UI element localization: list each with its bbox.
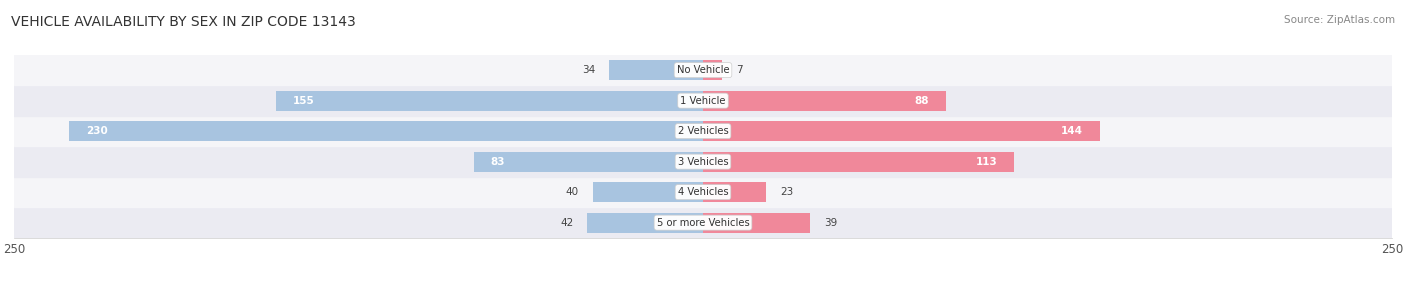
Bar [69,121,703,141]
Bar [14,146,1392,177]
Text: 83: 83 [491,157,505,167]
Bar [474,152,703,171]
Bar [14,55,1392,85]
Bar [703,60,723,80]
Text: 23: 23 [780,187,793,197]
Bar [703,213,810,232]
Bar [609,60,703,80]
Text: 42: 42 [560,218,574,228]
Text: 88: 88 [914,96,929,106]
Bar [703,121,1099,141]
Text: 40: 40 [565,187,579,197]
Bar [14,177,1392,207]
Bar [703,91,945,111]
Bar [588,213,703,232]
Text: 1 Vehicle: 1 Vehicle [681,96,725,106]
Bar [14,207,1392,238]
Text: 39: 39 [824,218,838,228]
Bar [593,182,703,202]
Bar [703,182,766,202]
Text: No Vehicle: No Vehicle [676,65,730,75]
Text: VEHICLE AVAILABILITY BY SEX IN ZIP CODE 13143: VEHICLE AVAILABILITY BY SEX IN ZIP CODE … [11,15,356,29]
Text: 2 Vehicles: 2 Vehicles [678,126,728,136]
Text: 7: 7 [737,65,742,75]
Bar [14,116,1392,146]
Text: 230: 230 [86,126,107,136]
Text: 34: 34 [582,65,596,75]
Text: 113: 113 [976,157,998,167]
Text: Source: ZipAtlas.com: Source: ZipAtlas.com [1284,15,1395,25]
Text: 5 or more Vehicles: 5 or more Vehicles [657,218,749,228]
Bar [14,85,1392,116]
Text: 4 Vehicles: 4 Vehicles [678,187,728,197]
Bar [703,152,1014,171]
Text: 3 Vehicles: 3 Vehicles [678,157,728,167]
Text: 155: 155 [292,96,314,106]
Text: 144: 144 [1062,126,1083,136]
Bar [276,91,703,111]
